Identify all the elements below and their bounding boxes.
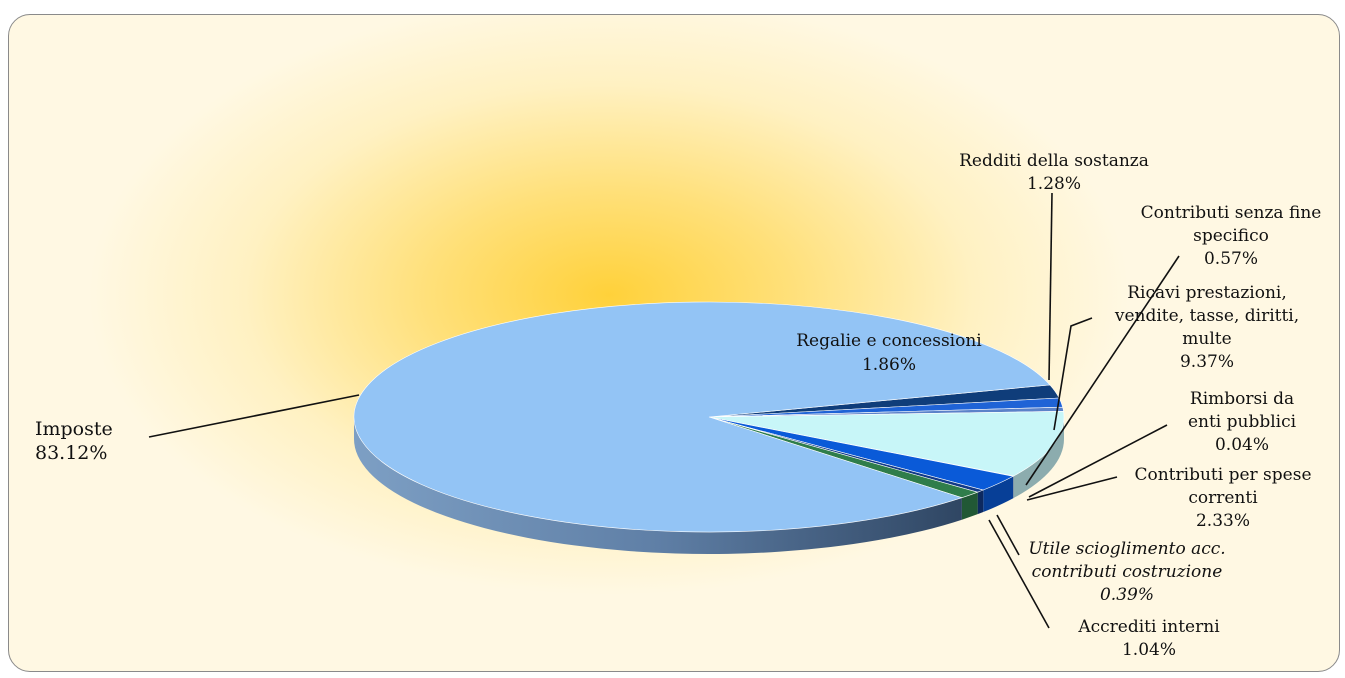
label-utile-value: 0.39% [1100,585,1154,605]
leader-redditi [1048,192,1053,381]
leader-accrediti [988,519,1050,629]
pie-side-6 [983,476,1014,513]
leader-contributi-senza [1025,255,1180,486]
label-contributi-senza-value: 0.57% [1204,249,1258,269]
label-redditi-name: Redditi della sostanza [959,151,1149,171]
label-utile-line1: Utile scioglimento acc. [1028,539,1225,559]
pie-side-4 [1013,417,1064,499]
label-contributi-senza-line2: specifico [1193,226,1269,246]
leader-rimborsi [1028,424,1168,498]
pie-side-0 [354,417,962,554]
chart-frame: Imposte 83.12% Regalie e concessioni 1.8… [8,14,1340,672]
pie-sides [354,417,1064,554]
label-accrediti-value: 1.04% [1122,640,1176,660]
label-rimborsi-line2: enti pubblici [1188,412,1297,432]
label-redditi-value: 1.28% [1027,174,1081,194]
label-contributi-spese-line1: Contributi per spese [1134,465,1311,485]
label-accrediti-name: Accrediti interni [1077,617,1220,637]
pie-tops [353,301,1065,533]
label-contributi-spese-value: 2.33% [1196,511,1250,531]
label-imposte-value: 83.12% [35,442,107,464]
leader-imposte [148,394,360,438]
pie-side-7 [977,490,984,515]
pie-chart: Imposte 83.12% Regalie e concessioni 1.8… [35,151,1322,660]
label-rimborsi-line1: Rimborsi da [1190,389,1294,409]
pie-side-8 [961,492,978,520]
label-regalie-value: 1.86% [862,355,916,375]
leader-ricavi [1053,317,1093,431]
label-contributi-spese-line2: correnti [1188,488,1258,508]
label-ricavi-line1: Ricavi prestazioni, [1127,283,1287,303]
leader-utile [996,514,1020,556]
label-ricavi-line2: vendite, tasse, diritti, [1114,306,1299,326]
label-ricavi-line3: multe [1182,329,1231,349]
leader-lines [148,192,1180,629]
label-regalie-name: Regalie e concessioni [796,331,982,351]
label-contributi-senza-line1: Contributi senza fine [1141,203,1322,223]
pie-slice-0 [353,301,1051,533]
leader-contributi-spese [1026,476,1118,501]
label-utile-line2: contributi costruzione [1032,562,1223,582]
label-imposte-name: Imposte [35,418,113,440]
label-ricavi-value: 9.37% [1180,352,1234,372]
label-rimborsi-value: 0.04% [1215,435,1269,455]
